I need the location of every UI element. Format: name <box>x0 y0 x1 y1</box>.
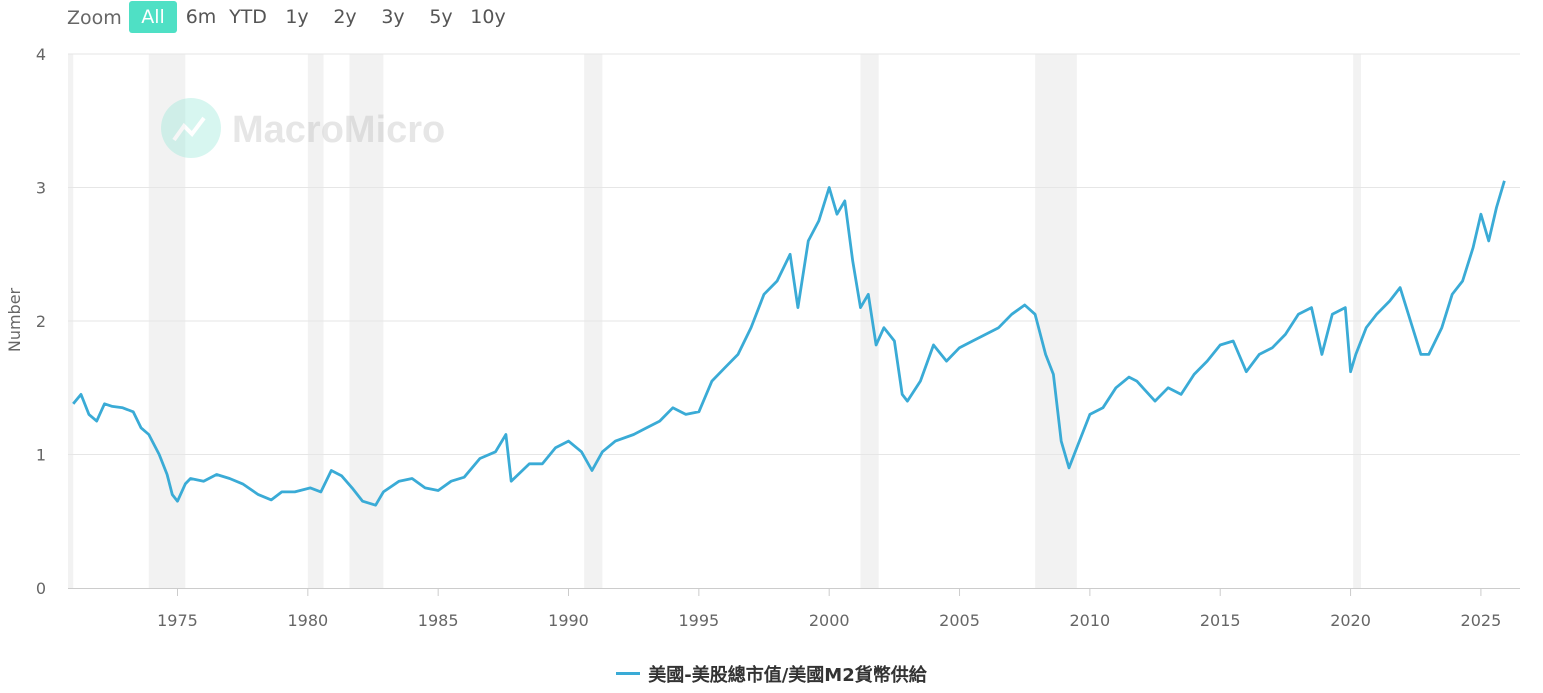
legend-item[interactable]: 美國-美股總市值/美國M2貨幣供給 <box>616 661 927 687</box>
legend-label: 美國-美股總市值/美國M2貨幣供給 <box>648 664 927 686</box>
x-tick-label: 2025 <box>1461 611 1502 630</box>
y-tick-label: 2 <box>36 312 46 331</box>
legend: 美國-美股總市值/美國M2貨幣供給 <box>0 660 1543 687</box>
watermark: MacroMicro <box>161 98 445 158</box>
zoom-3y-button[interactable]: 3y <box>381 6 405 28</box>
gridlines <box>68 53 1520 455</box>
zoom-all-button[interactable]: All <box>129 1 177 33</box>
zoom-5y-button[interactable]: 5y <box>429 6 453 28</box>
y-tick-label: 0 <box>36 579 46 598</box>
zoom-ytd-button[interactable]: YTD <box>229 6 267 28</box>
y-tick-label: 3 <box>36 179 46 198</box>
watermark-logo-mark <box>172 116 206 142</box>
y-axis-ticks: 0 1 2 3 4 <box>36 45 46 598</box>
zoom-10y-button[interactable]: 10y <box>470 6 506 28</box>
x-tick-label: 2010 <box>1070 611 1111 630</box>
x-tick-label: 2005 <box>939 611 980 630</box>
x-tick-label: 1995 <box>678 611 719 630</box>
zoom-6m-button[interactable]: 6m <box>185 6 217 28</box>
x-tick-label: 1980 <box>287 611 328 630</box>
x-tick-label: 1975 <box>157 611 198 630</box>
x-tick-label: 1990 <box>548 611 589 630</box>
y-tick-label: 1 <box>36 446 46 465</box>
x-tick-label: 2020 <box>1330 611 1371 630</box>
series-line[interactable] <box>72 180 1506 507</box>
watermark-text: MacroMicro <box>232 109 445 151</box>
x-tick-label: 2015 <box>1200 611 1241 630</box>
x-tick-label: 1985 <box>418 611 459 630</box>
watermark-logo-icon <box>161 98 221 158</box>
y-axis-label: Number <box>5 287 24 352</box>
x-tick-label: 2000 <box>809 611 850 630</box>
legend-swatch <box>616 672 641 675</box>
zoom-label: Zoom <box>67 7 122 29</box>
zoom-bar: Zoom All 6m YTD 1y 2y 3y 5y 10y <box>0 0 600 36</box>
y-tick-label: 4 <box>36 45 46 64</box>
zoom-2y-button[interactable]: 2y <box>333 6 357 28</box>
x-axis-ticks: 1975 1980 1985 1990 1995 2000 2005 2010 2015 2020… <box>157 588 1501 630</box>
zoom-1y-button[interactable]: 1y <box>285 6 309 28</box>
